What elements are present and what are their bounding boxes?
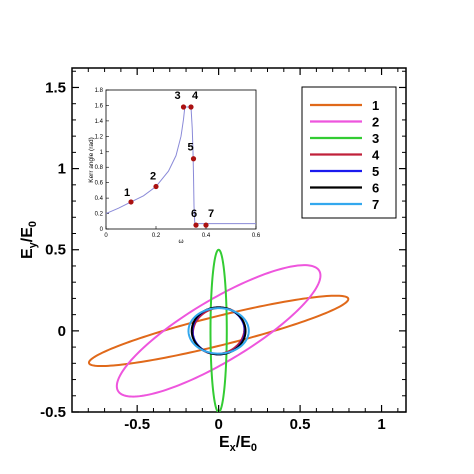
inset-points: 1 2 3 4 5 6 7 [124,90,214,228]
y-tick-label: 1.5 [45,79,66,96]
x-axis-title: Ex/E0 [219,434,257,454]
inset-point-label-1: 1 [124,187,130,199]
x-tick-label: 1 [377,416,385,433]
inset-x-tick-label: 0.2 [152,233,161,239]
legend: 1 23 45 67 [301,86,397,219]
legend-label-7: 7 [372,197,379,212]
inset-y-tick-label: 1 [100,150,104,156]
y-tick-label: 0.5 [45,242,66,259]
inset-y-tick-label: 0.6 [95,181,104,187]
main-ticks: -0.5 0 0.5 1 -0.5 0 0.5 1 1.5 [40,68,406,433]
x-tick-label: 0.5 [290,416,311,433]
inset-x-title: ω [178,238,183,245]
inset-point-label-3: 3 [175,90,181,102]
inset-point-label-2: 2 [150,171,156,183]
inset-x-tick-label: 0 [104,233,108,239]
y-tick-label: 0 [58,323,66,340]
inset-point-label-7: 7 [208,208,214,220]
main-curves [87,248,350,412]
legend-label-3: 3 [372,131,379,146]
series-curve-7 [187,307,250,355]
inset-point-3 [180,104,187,110]
y-tick-label: 1 [58,161,66,178]
inset-y-tick-label: 0 [100,227,104,233]
inset-y-tick-label: 0.2 [95,212,104,218]
inset-frame [105,89,257,230]
inset-point-label-6: 6 [191,208,197,220]
x-tick-label: 0 [214,416,222,433]
inset-ticks: 0 0.2 0.4 0.6 0 0.2 0.4 0.6 0.8 1 1.2 1.4 1.6 1.8 [95,88,261,239]
legend-label-1: 1 [372,98,379,113]
inset-y-tick-label: 1.8 [95,88,104,94]
inset-point-1 [128,199,134,205]
inset-point-5 [190,156,197,162]
inset-y-tick-label: 0.4 [95,196,104,202]
x-tick-label: -0.5 [124,416,150,433]
legend-box [301,86,397,219]
legend-label-6: 6 [372,181,379,196]
inset-point-4 [188,104,194,110]
inset-y-title: Kerr angle (rad) [88,137,95,183]
inset-y-tick-label: 1.6 [95,103,104,109]
y-axis-title: Ey/E0 [19,221,39,259]
inset-point-7 [203,222,209,228]
inset-chart: 0 0.2 0.4 0.6 0 0.2 0.4 0.6 0.8 1 1.2 1.4 1.6 1.8 1 2 3… [88,88,261,245]
inset-point-label-4: 4 [192,90,199,102]
inset-point-label-5: 5 [188,142,194,154]
inset-point-2 [153,183,159,190]
series-curve-2 [115,264,322,398]
inset-y-tick-label: 1.4 [95,119,104,125]
legend-label-2: 2 [372,115,379,130]
legend-label-5: 5 [372,164,379,179]
inset-x-tick-label: 0.6 [252,233,261,239]
series-curve-3 [209,248,228,412]
legend-label-4: 4 [372,148,380,163]
inset-y-tick-label: 0.8 [95,165,104,171]
legend-items: 1 23 45 67 [310,98,380,212]
inset-y-tick-label: 1.2 [95,134,104,140]
y-tick-label: -0.5 [40,404,66,421]
inset-x-tick-label: 0.4 [202,233,211,239]
inset-point-6 [193,222,199,228]
series-curve-1 [87,294,350,368]
